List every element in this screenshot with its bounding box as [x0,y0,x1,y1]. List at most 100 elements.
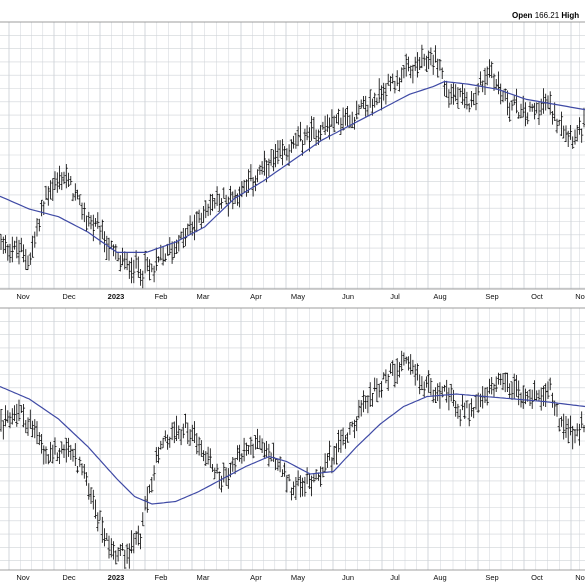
ohlc-bar [175,415,179,441]
ohlc-bar [19,237,23,253]
ohlc-bar [231,457,235,472]
ohlc-bar [17,239,21,265]
ohlc-bar [562,413,566,440]
ohlc-bar [222,187,226,199]
ohlc-bar [224,194,228,205]
ohlc-bar [312,117,316,139]
ohlc-bar [71,193,75,202]
ohlc-bar [265,441,269,458]
ohlc-bar [276,140,280,165]
ohlc-bar [544,93,548,111]
ohlc-bar [260,161,264,175]
ohlc-bar [62,171,66,185]
ohlc-bar [555,403,559,417]
ohlc-bar [197,436,201,456]
x-axis: Nov Dec 2023 Feb Mar Apr May Jun Jul Aug Sep Oct No [16,573,584,582]
ohlc-bar [573,429,577,444]
x-tick-label: Sep [485,292,498,301]
ohlc-bar [292,481,296,496]
ohlc-bar [51,178,55,201]
ohlc-bar [1,420,5,440]
ohlc-bar [75,189,80,200]
ohlc-bar [193,214,197,241]
ohlc-bar [121,543,125,551]
ohlc-bar [478,71,483,86]
ohlc-bar [512,95,516,106]
ohlc-bar [510,381,514,400]
ohlc-bar [55,452,59,462]
ohlc-bar [541,88,546,114]
ohlc-bar [528,101,532,112]
ohlc-bar [406,356,410,371]
ohlc-bar [337,108,341,125]
ohlc-bar [202,450,206,462]
ohlc-bar [226,196,230,217]
ohlc-bar [294,132,298,149]
ohlc-bar [296,470,300,487]
ohlc-bar [465,400,469,409]
ohlc-bar [359,400,363,417]
ohlc-bar [350,421,354,428]
ohlc-bar [393,80,397,94]
open-value: 166.21 [534,11,560,20]
ohlc-bar [528,389,532,406]
ohlc-bar [37,432,41,446]
ohlc-bar [355,416,359,432]
ohlc-bar [3,405,8,427]
ohlc-bar [341,427,345,446]
ohlc-bar [188,429,192,446]
ohlc-bar [285,148,289,161]
ohlc-bar [494,79,498,90]
ohlc-bar [521,95,525,118]
x-tick-label: May [291,573,305,582]
ohlc-bar [267,158,271,177]
ohlc-bar [494,376,498,392]
ohlc-bar [535,102,539,114]
x-tick-label: Dec [62,292,76,301]
x-tick-label: May [291,292,305,301]
ohlc-bar [262,442,266,458]
ohlc-bar [332,446,336,465]
ohlc-bar [539,387,543,411]
ohlc-bar [195,433,199,455]
ohlc-bar [427,50,431,70]
ohlc-bar [1,236,5,254]
ohlc-bar [136,525,140,546]
ohlc-bar [93,218,98,227]
ohlc-bar [512,373,516,399]
ohlc-bar [559,111,564,136]
ohlc-bar [384,83,388,105]
ohlc-bar [60,172,64,191]
ohlc-bar [442,80,446,97]
ohlc-bar [373,92,377,108]
ohlc-bar [64,164,68,189]
ohlc-bar [235,445,239,461]
ohlc-bar [181,423,185,439]
x-tick-label: Oct [531,573,544,582]
ohlc-bar [292,135,296,149]
ohlc-bar [514,88,519,114]
x-tick-label: No [575,573,585,582]
ohlc-bar [249,436,253,455]
ohlc-bar [157,256,161,263]
ohlc-bar [130,530,134,554]
ohlc-bar [152,465,156,481]
x-tick-label: Aug [433,292,446,301]
ohlc-bar [438,59,442,71]
ohlc-bar [503,88,507,101]
ohlc-bar [161,246,165,266]
ohlc-bar [388,76,392,92]
ohlc-bar [84,215,89,231]
ohlc-bar [267,443,271,467]
ohlc-bar [303,128,307,145]
ohlc-bar [132,259,136,284]
ohlc-bar [51,444,55,464]
ohlc-bar [352,419,356,439]
x-tick-label: Feb [155,292,168,301]
high-label: High [561,11,580,20]
ohlc-bar [393,363,397,388]
ohlc-bar [469,398,474,417]
ohlc-bar [8,243,12,263]
ohlc-bar [215,463,219,474]
ohlc-bar [69,444,73,460]
